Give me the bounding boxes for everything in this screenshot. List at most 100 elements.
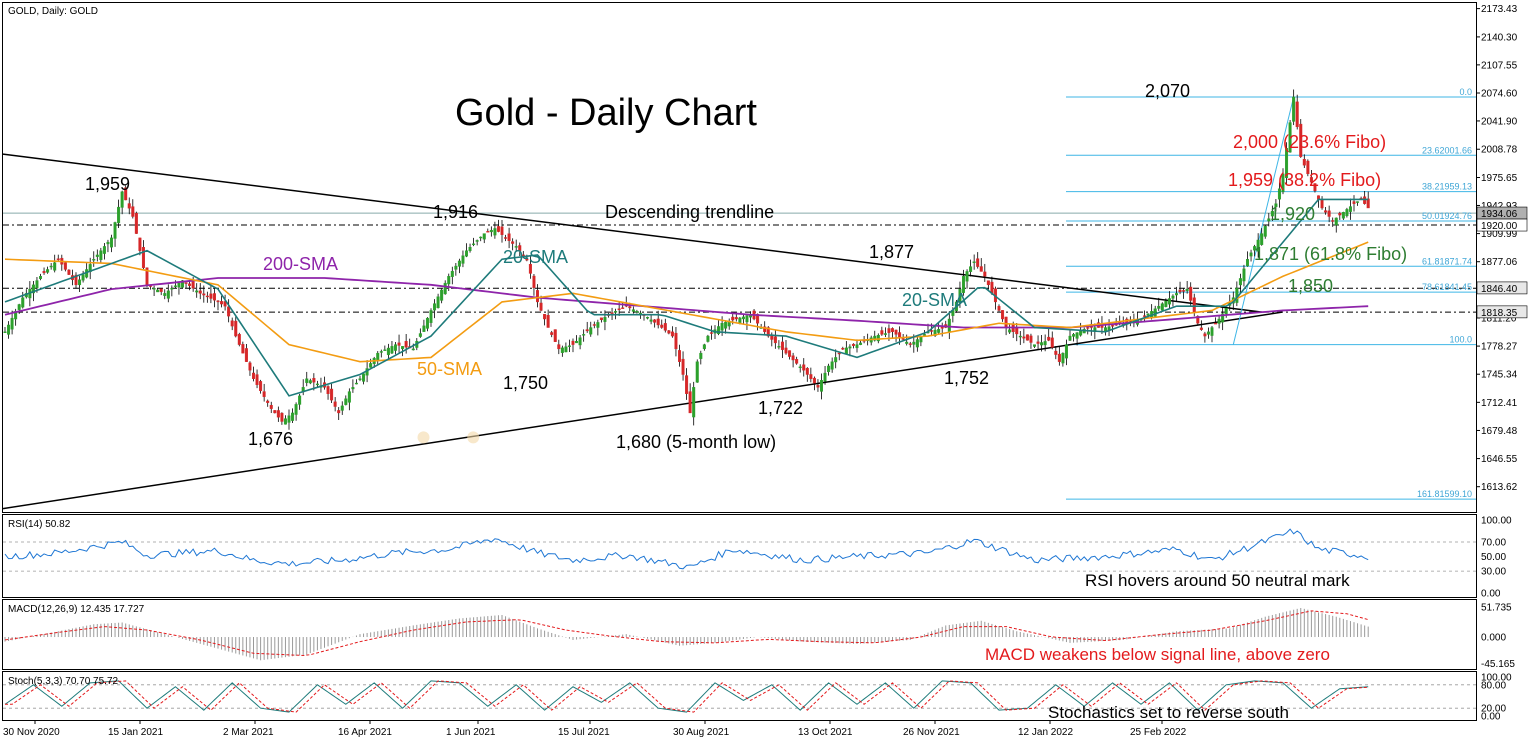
candle-body	[1253, 246, 1257, 251]
candle-body	[802, 364, 806, 371]
candle-body	[919, 336, 923, 343]
candle-body	[841, 348, 845, 350]
rsi-axis-label: 50.00	[1481, 552, 1506, 563]
price-axis-label: 1975.65	[1481, 173, 1518, 184]
candle-body	[983, 271, 987, 277]
candle-body	[1025, 334, 1029, 341]
candle-body	[812, 377, 816, 384]
candle-body	[1292, 96, 1296, 122]
candle-body	[1267, 218, 1271, 222]
candle-body	[699, 352, 703, 359]
candle-body	[685, 375, 689, 394]
candle-body	[411, 348, 415, 351]
candle-body	[780, 341, 784, 350]
candle-body	[610, 312, 614, 314]
candle-body	[202, 293, 206, 296]
low-highlight	[467, 431, 480, 444]
candle-body	[834, 357, 838, 363]
candle-body	[450, 270, 454, 277]
candle-body	[152, 288, 156, 290]
candle-body	[198, 290, 202, 294]
stoch-note: Stochastics set to reverse south	[1048, 703, 1289, 722]
candle-body	[53, 262, 57, 271]
candle-body	[10, 317, 14, 330]
candle-body	[425, 317, 429, 329]
candle-body	[1164, 300, 1168, 307]
rsi-panel	[2, 514, 1477, 598]
candle-body	[1274, 203, 1278, 208]
candle-body	[216, 300, 220, 303]
candle-body	[1001, 310, 1005, 320]
candle-body	[511, 241, 515, 244]
annotation-label: 1,752	[944, 368, 989, 388]
stoch-axis-label: 80.00	[1481, 680, 1506, 691]
macd-axis-label: 51.735	[1481, 602, 1512, 613]
low-highlight	[417, 431, 430, 444]
candle-body	[724, 321, 728, 329]
candle-body	[891, 328, 895, 333]
candle-body	[578, 337, 582, 346]
candle-body	[557, 344, 561, 350]
candle-body	[113, 222, 117, 239]
candle-body	[820, 379, 824, 392]
candle-body	[720, 323, 724, 331]
candle-body	[1341, 212, 1345, 219]
candle-body	[1171, 295, 1175, 299]
price-tag-box	[1476, 305, 1528, 319]
macd-signal-line	[4, 610, 1369, 656]
candle-body	[887, 328, 891, 333]
candle-body	[354, 382, 358, 385]
candle-body	[340, 405, 344, 411]
candle-body	[255, 374, 259, 385]
candle-body	[1153, 308, 1157, 317]
price-panel	[2, 2, 1477, 513]
candle-body	[603, 317, 607, 322]
candle-body	[465, 250, 469, 257]
candle-body	[649, 319, 653, 322]
annotation-label: 2,000 (23.6% Fibo)	[1233, 132, 1386, 152]
price-tag-box	[1476, 281, 1528, 295]
candle-body	[514, 246, 518, 248]
price-axis-label: 2107.55	[1481, 60, 1518, 71]
candle-body	[1338, 212, 1342, 216]
candle-body	[1331, 220, 1335, 222]
candle-body	[575, 340, 579, 344]
rsi-axis-label: 100.00	[1481, 516, 1512, 527]
candle-body	[500, 226, 504, 235]
candle-body	[362, 373, 366, 382]
candle-body	[1214, 322, 1218, 325]
candle-body	[1143, 315, 1147, 317]
candle-body	[127, 203, 131, 209]
candle-body	[706, 335, 710, 342]
candle-body	[894, 329, 898, 335]
candle-body	[163, 293, 167, 296]
candle-body	[1302, 158, 1306, 166]
candle-body	[92, 259, 96, 261]
candle-body	[1324, 210, 1328, 213]
candle-body	[489, 229, 493, 233]
candle-body	[798, 366, 802, 369]
time-axis-label: 15 Jul 2021	[558, 727, 610, 738]
macd-note: MACD weakens below signal line, above ze…	[985, 645, 1330, 664]
candle-body	[468, 247, 472, 251]
candle-body	[777, 346, 781, 348]
candle-body	[46, 269, 50, 273]
candle-body	[195, 290, 199, 293]
candle-body	[223, 301, 227, 307]
fibo-level-label: 161.81599.10	[1417, 489, 1472, 499]
rsi-line	[4, 528, 1369, 570]
candle-body	[937, 329, 941, 333]
candle-body	[1157, 305, 1161, 309]
candle-body	[553, 329, 557, 342]
candle-body	[770, 335, 774, 340]
candle-body	[269, 405, 273, 409]
candle-body	[433, 303, 437, 311]
rsi-note: RSI hovers around 50 neutral mark	[1085, 571, 1350, 590]
candle-body	[294, 404, 298, 415]
candle-body	[1043, 341, 1047, 346]
candle-body	[1295, 101, 1299, 128]
candle-body	[81, 274, 85, 281]
candle-body	[17, 304, 21, 310]
rsi-axis-label: 70.00	[1481, 537, 1506, 548]
candle-body	[528, 264, 532, 274]
